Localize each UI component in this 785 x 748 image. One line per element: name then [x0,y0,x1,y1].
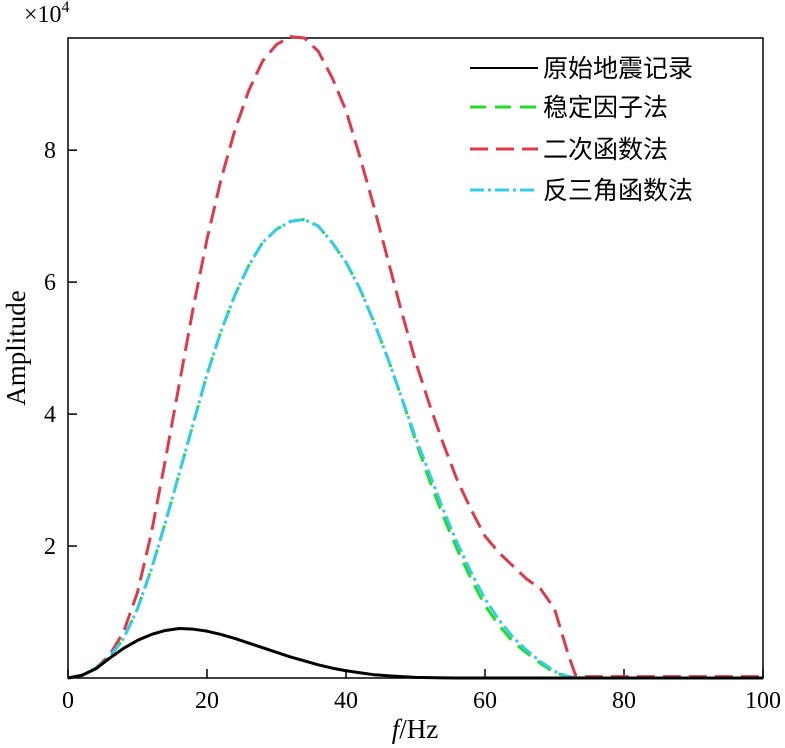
legend-label-original: 原始地震记录 [543,54,693,83]
y-tick-label: 4 [44,402,56,428]
series-line-original [67,627,763,680]
legend: 原始地震记录 稳定因子法 二次函数法 反三角函数法 [470,54,693,205]
y-tick-label: 8 [44,138,56,164]
x-axis-title: f/Hz [392,714,439,744]
x-tick-label: 80 [612,688,636,714]
x-tick-label: 60 [473,688,497,714]
series-layer [67,35,763,680]
y-axis-ticks: 2 4 6 8 [44,138,77,560]
x-tick-label: 100 [745,688,781,714]
x-tick-label: 0 [62,688,74,714]
y-multiplier: ×104 [24,0,70,28]
legend-label-arctrig: 反三角函数法 [543,176,693,205]
series-line-stable-factor [67,217,763,680]
y-tick-label: 2 [44,534,56,560]
plot-frame [67,37,764,679]
x-tick-label: 20 [195,688,219,714]
legend-label-stable-factor: 稳定因子法 [543,93,668,122]
x-tick-label: 40 [334,688,358,714]
legend-label-quadratic: 二次函数法 [543,135,668,164]
series-line-quadratic [67,35,763,680]
x-axis-ticks: 0 20 40 60 80 100 [62,669,781,714]
series-line-arctrig [67,217,763,680]
y-axis-title: Amplitude [1,290,31,406]
y-tick-label: 6 [44,270,56,296]
